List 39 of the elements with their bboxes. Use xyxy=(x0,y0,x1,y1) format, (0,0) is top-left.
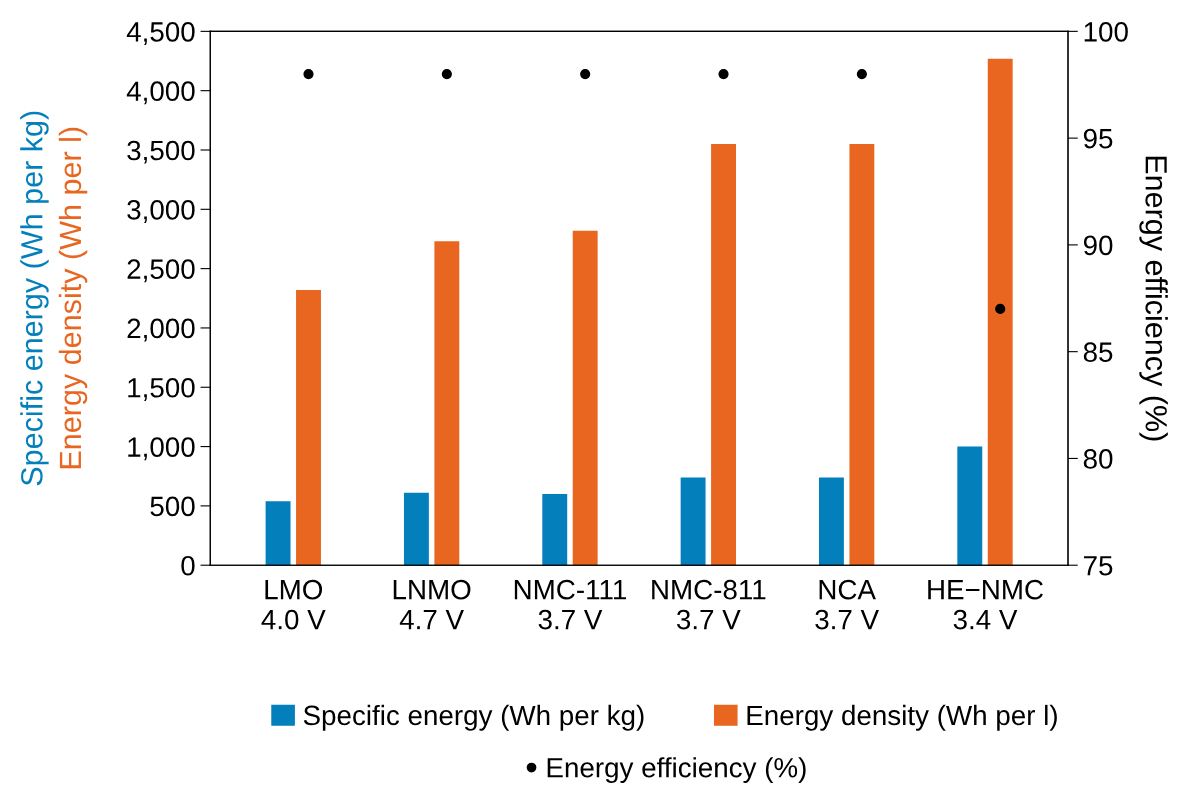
x-tick-label: HE−NMC 3.4 V xyxy=(928,579,1043,630)
bar xyxy=(434,241,460,566)
x-tick-label: LMO 4.0 V xyxy=(261,579,326,630)
x-tick-label: LNMO 4.7 V xyxy=(393,579,471,630)
bar xyxy=(680,477,706,566)
bar xyxy=(711,144,736,566)
y-tick-label: 4,500 xyxy=(126,22,195,45)
legend-label: Energy density (Wh per l) xyxy=(747,704,1057,731)
bar xyxy=(265,501,291,566)
y2-tick-label: 80 xyxy=(1083,449,1113,469)
y-tick-label: 2,000 xyxy=(127,318,195,342)
y-tick-label: 1,000 xyxy=(128,437,195,461)
bar xyxy=(818,477,844,566)
legend-label: Energy efficiency (%) xyxy=(547,757,806,784)
y-tick-label: 4,000 xyxy=(126,81,195,105)
y-tick-label: 1,500 xyxy=(128,377,195,401)
y-tick-label: 500 xyxy=(150,496,195,517)
y-tick-label: 3,000 xyxy=(127,199,195,223)
bar xyxy=(296,289,321,566)
bar xyxy=(849,144,875,566)
y-axis-title: Specific energy (Wh per kg) Energy density (Wh per l) xyxy=(20,111,88,486)
y2-axis-title: Energy efficiency (%) xyxy=(1139,156,1168,441)
y2-tick-label: 85 xyxy=(1083,342,1113,363)
y2-tick-label: 90 xyxy=(1083,235,1113,256)
legend-label: Specific energy (Wh per kg) xyxy=(303,704,644,731)
y-tick-label: 0 xyxy=(181,555,195,576)
y2-tick-label: 95 xyxy=(1083,128,1113,149)
x-tick-label: NCA 3.7 V xyxy=(815,579,879,630)
y2-tick-label: 75 xyxy=(1084,556,1113,576)
y-tick-label: 2,500 xyxy=(127,259,195,283)
bar xyxy=(957,446,983,566)
x-tick-label: NMC-811 3.7 V xyxy=(652,579,766,630)
x-tick-label: NMC-111 3.7 V xyxy=(514,579,626,630)
bar xyxy=(542,494,568,566)
bar xyxy=(572,230,598,566)
y2-tick-label: 100 xyxy=(1084,22,1128,42)
y-tick-label: 3,500 xyxy=(127,140,195,164)
bar xyxy=(987,58,1013,566)
bar xyxy=(403,492,429,566)
